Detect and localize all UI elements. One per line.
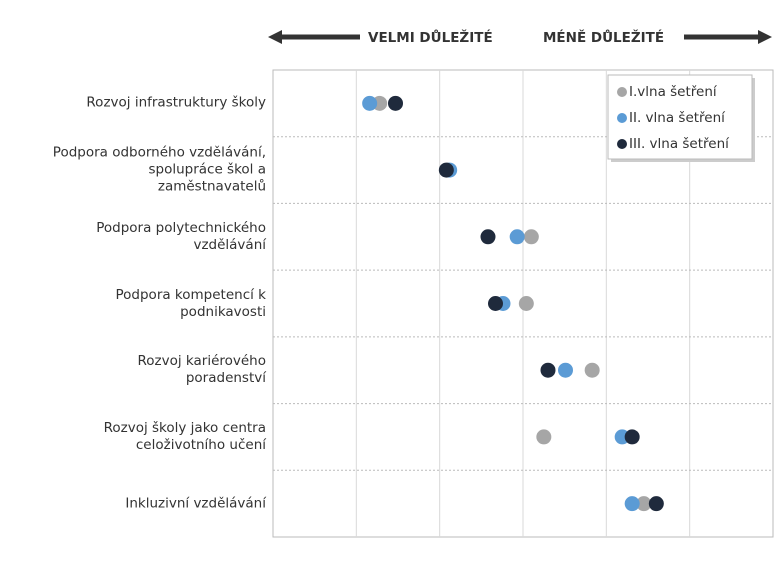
dot	[648, 496, 664, 512]
dot	[509, 229, 525, 245]
category-label: Podpora kompetencí k podnikavosti	[115, 286, 267, 320]
category-label: Rozvoj školy jako centra celoživotního u…	[103, 419, 266, 453]
category-label: Inkluzivní vzdělávání	[125, 495, 266, 512]
dot	[636, 496, 652, 512]
dot	[480, 229, 496, 245]
legend-marker	[617, 87, 627, 97]
annotation-right: MÉNĚ DŮLEŽITÉ	[543, 28, 664, 46]
category-label: Podpora polytechnického vzdělávání	[96, 219, 266, 253]
dot	[523, 229, 539, 245]
legend-label: I.vlna šetření	[629, 84, 718, 100]
dot	[624, 496, 640, 512]
dot	[536, 429, 552, 445]
legend-label: III. vlna šetření	[629, 136, 730, 152]
legend: I.vlna šetření II. vlna šetření III. vlna …	[607, 74, 755, 162]
dot	[540, 362, 556, 378]
category-label: Rozvoj kariérového poradenství	[137, 353, 267, 387]
category-label: Podpora odborného vzdělávání, spolupráce…	[52, 144, 266, 195]
dot	[624, 429, 640, 445]
legend-label: II. vlna šetření	[629, 110, 726, 126]
legend-marker	[617, 139, 627, 149]
dot	[488, 296, 503, 311]
legend-marker	[617, 113, 627, 123]
legend-box	[607, 74, 753, 160]
dot	[438, 162, 454, 178]
dot	[584, 362, 600, 378]
arrow-left	[268, 30, 360, 44]
arrow-right	[684, 30, 772, 44]
dot	[518, 296, 534, 311]
dot	[362, 95, 378, 111]
category-label: Rozvoj infrastruktury školy	[86, 94, 266, 111]
dot	[388, 95, 403, 111]
dot	[558, 362, 573, 378]
annotation-left: VELMI DŮLEŽITÉ	[368, 28, 493, 46]
